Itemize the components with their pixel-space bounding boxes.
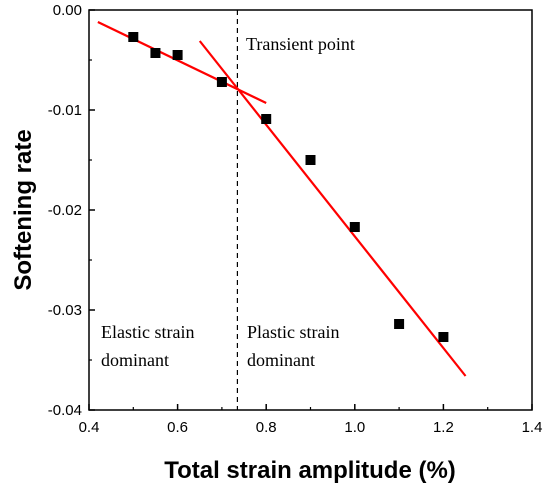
fit-line-2 xyxy=(198,40,467,377)
plastic-label-line2: dominant xyxy=(247,350,315,370)
x-tick-label: 0.4 xyxy=(79,419,100,436)
y-tick-label: -0.04 xyxy=(48,402,82,419)
data-point-9 xyxy=(438,332,449,342)
transient-point-label: Transient point xyxy=(246,34,355,54)
data-point-2 xyxy=(150,48,161,58)
elastic-label-line1: Elastic strain xyxy=(101,322,194,342)
data-point-1 xyxy=(128,32,139,42)
x-tick-label: 1.4 xyxy=(522,419,543,436)
axes-layer: 0.4 0.6 0.8 1.0 1.2 1.4 0.00 -0.01 -0.02 -0.03 -0.… xyxy=(48,2,543,436)
x-tick-label: 0.8 xyxy=(256,419,277,436)
x-tick-label: 0.6 xyxy=(167,419,188,436)
x-tick-label: 1.0 xyxy=(344,419,365,436)
y-tick-label: -0.03 xyxy=(48,302,82,319)
data-point-7 xyxy=(349,222,360,232)
plot-layer xyxy=(97,10,467,410)
y-tick-label: -0.01 xyxy=(48,102,82,119)
fit-line-1 xyxy=(97,21,267,104)
data-point-4 xyxy=(216,77,227,87)
x-tick-label: 1.2 xyxy=(433,419,454,436)
y-tick-label: -0.02 xyxy=(48,202,82,219)
data-point-5 xyxy=(261,114,272,124)
data-point-8 xyxy=(394,319,405,329)
y-axis-title: Softening rate xyxy=(10,129,37,290)
data-point-3 xyxy=(172,50,183,60)
plastic-label-line1: Plastic strain xyxy=(247,322,340,342)
data-point-6 xyxy=(305,155,316,165)
x-axis-title: Total strain amplitude (%) xyxy=(164,457,456,484)
elastic-label-line2: dominant xyxy=(101,350,169,370)
y-tick-label: 0.00 xyxy=(53,2,82,19)
